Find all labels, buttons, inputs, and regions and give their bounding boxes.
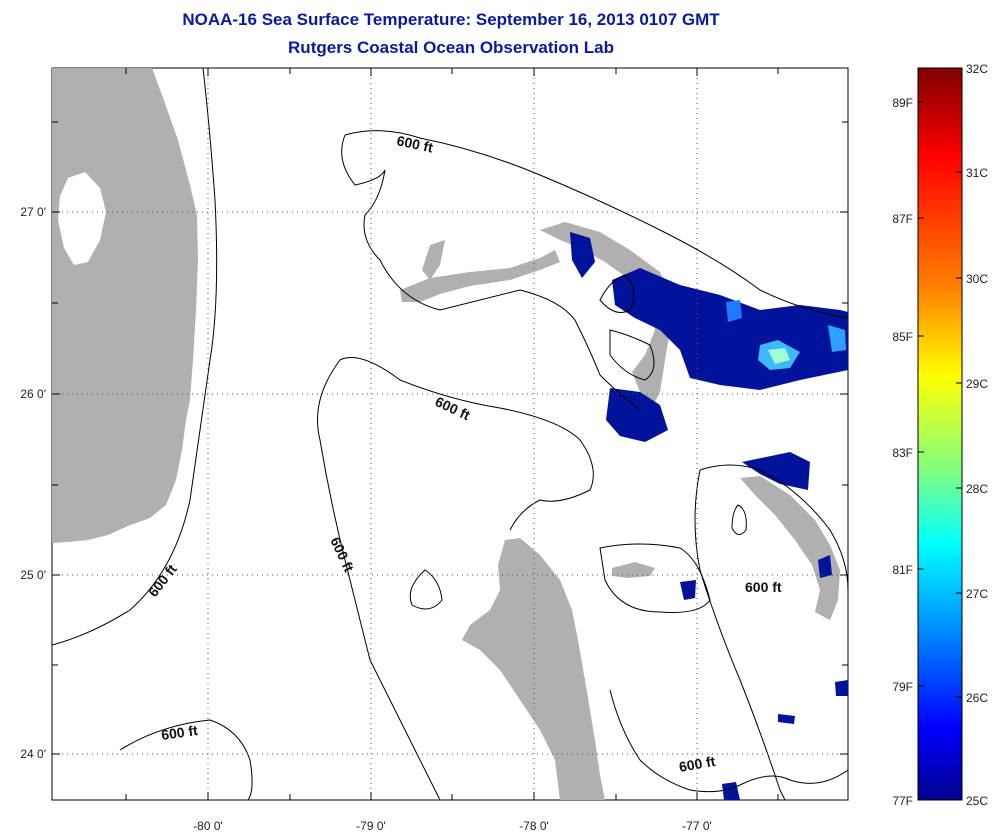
- contour-600ft: [52, 68, 848, 800]
- colorbar-c-label: 30C: [966, 272, 988, 286]
- contour-label: 600 ft: [160, 722, 199, 743]
- lat-label-26: 26 0': [20, 387, 46, 401]
- colorbar-f-label: 77F: [892, 794, 913, 808]
- colorbar-f-label: 85F: [892, 330, 913, 344]
- lon-label-79: -79 0': [356, 819, 386, 833]
- frame-ticks: [52, 68, 848, 800]
- colorbar-c-label: 32C: [966, 62, 988, 76]
- colorbar-ticks: [918, 67, 962, 801]
- lat-label-27: 27 0': [20, 205, 46, 219]
- colorbar-f-label: 89F: [892, 96, 913, 110]
- colorbar-c-label: 25C: [966, 794, 988, 808]
- colorbar-c-label: 27C: [966, 587, 988, 601]
- map-title: NOAA-16 Sea Surface Temperature: Septemb…: [182, 10, 720, 29]
- nassau-land: [612, 562, 655, 578]
- colorbar-f-label: 87F: [892, 212, 913, 226]
- contour-label: 600 ft: [395, 132, 434, 155]
- lon-label-77: -77 0': [682, 819, 712, 833]
- colorbar-c-label: 28C: [966, 482, 988, 496]
- colorbar-c-label: 29C: [966, 377, 988, 391]
- contour-label: 600 ft: [678, 753, 717, 775]
- lake-okeechobee: [58, 172, 106, 265]
- grand-bahama-land: [400, 250, 560, 302]
- colorbar-f-label: 83F: [892, 446, 913, 460]
- lon-label-80: -80 0': [193, 819, 223, 833]
- colorbar-f-label: 81F: [892, 563, 913, 577]
- lat-label-25: 25 0': [20, 568, 46, 582]
- colorbar: [917, 67, 963, 801]
- lon-label-78: -78 0': [519, 819, 549, 833]
- colorbar-f-label: 79F: [892, 680, 913, 694]
- sst-warm-pixels: [726, 300, 846, 370]
- colorbar-c-label: 31C: [966, 166, 988, 180]
- florida-land: [52, 68, 198, 543]
- contour-label: 600 ft: [745, 579, 782, 595]
- eleuthera-land: [740, 476, 840, 620]
- colorbar-c-label: 26C: [966, 691, 988, 705]
- graticule: [52, 68, 848, 800]
- lat-label-24: 24 0': [20, 747, 46, 761]
- map-subtitle: Rutgers Coastal Ocean Observation Lab: [288, 38, 614, 57]
- grand-bahama-west: [422, 240, 445, 280]
